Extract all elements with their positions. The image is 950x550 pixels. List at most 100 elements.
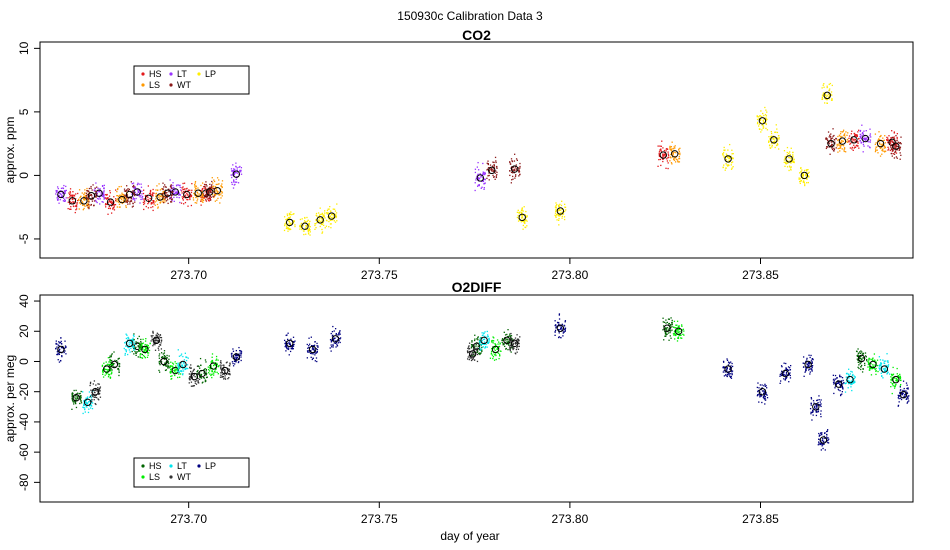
data-point [759,119,761,122]
data-point [236,176,238,178]
data-point [190,370,192,373]
data-point [64,198,66,201]
data-point [62,200,65,202]
data-point [187,199,189,201]
data-point [102,376,105,378]
data-point [64,345,67,347]
data-point [75,205,77,207]
data-point [124,195,126,197]
data-point [130,200,133,202]
data-point [862,354,864,356]
data-point [727,149,729,151]
data-point [669,160,671,162]
data-point [80,390,82,393]
data-point [502,339,504,341]
data-point [495,354,497,357]
data-point [193,374,195,377]
data-point [158,183,160,185]
data-point [509,174,511,177]
data-point [316,345,318,347]
data-point [891,378,893,380]
data-point [97,190,99,192]
data-point [474,182,476,184]
data-point [841,391,843,393]
data-point [162,353,164,355]
data-point [133,333,135,335]
data-point [565,209,567,211]
data-point [145,205,147,208]
data-point [111,369,113,371]
data-point [766,397,769,399]
data-point [823,83,825,85]
data-point [847,379,849,382]
data-point [202,381,204,383]
legend-swatch [169,83,173,87]
data-point [285,341,287,343]
data-point [105,202,107,205]
data-point [60,340,62,343]
data-point [240,354,242,356]
data-point [238,361,240,363]
data-point [724,169,726,171]
data-point [763,122,765,124]
mean-marker [80,197,88,205]
data-point [664,332,667,335]
data-point [471,354,473,357]
data-point [56,186,59,188]
data-point [756,395,759,397]
data-point [126,353,129,356]
data-point [808,354,810,356]
data-point [228,369,230,372]
data-point [893,131,896,133]
data-point [510,338,512,341]
data-point [907,398,909,400]
data-point [237,355,239,357]
data-point [857,145,859,147]
mean-marker [68,197,77,205]
data-point [306,350,309,352]
data-point [880,372,882,375]
data-point [157,333,159,336]
data-point [140,341,142,343]
data-point [834,139,836,141]
data-point [59,193,61,195]
data-point [110,369,112,371]
data-point [788,381,790,383]
data-point [239,349,241,352]
data-point [856,134,858,136]
data-point [96,201,98,204]
data-point [230,174,232,176]
data-point [765,127,767,130]
legend-swatch [197,464,201,468]
data-point [775,124,777,126]
data-point [896,139,898,142]
data-point [133,353,135,355]
data-point [667,157,669,159]
data-point [766,129,769,131]
data-point [508,338,511,340]
data-point [891,148,893,150]
data-point [88,206,90,209]
data-point [492,161,494,163]
data-point [857,348,859,350]
data-point [482,346,484,348]
data-point [660,148,662,150]
data-point [506,340,508,342]
data-point [662,160,664,163]
data-point [92,383,94,385]
data-point [860,142,863,144]
data-point [163,201,165,204]
data-point [196,380,198,382]
data-point [524,226,526,228]
data-point [478,184,480,187]
data-point [137,182,139,184]
data-point [516,339,518,341]
data-point [681,325,683,327]
data-point [821,87,823,89]
mean-marker [164,189,172,197]
data-point [335,333,337,336]
data-point [308,227,310,230]
data-point [805,370,807,372]
data-point [486,330,488,333]
